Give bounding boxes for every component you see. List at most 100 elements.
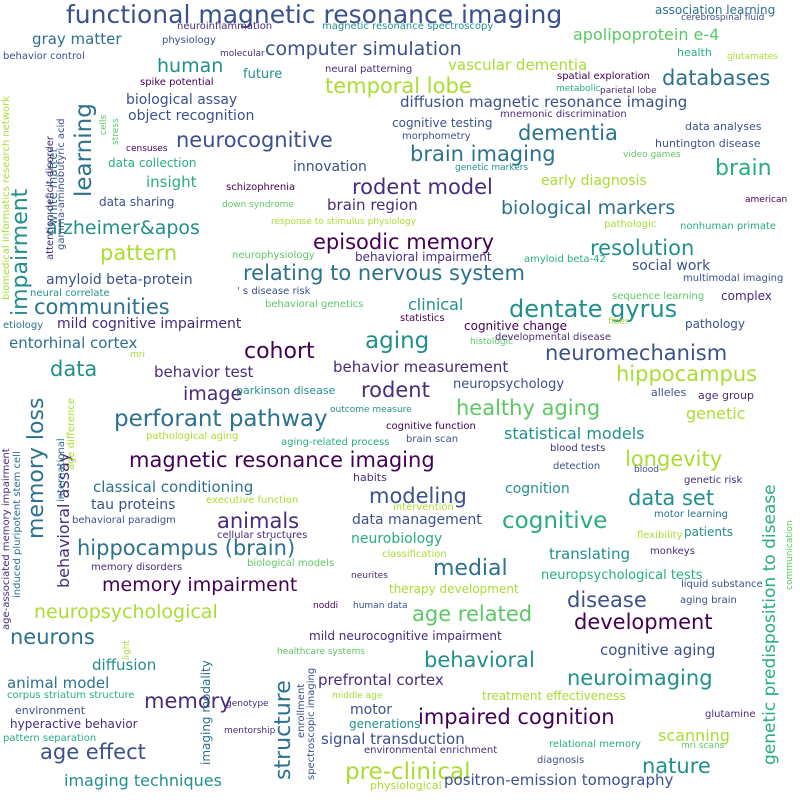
word: tau proteins <box>91 497 176 513</box>
word: etiology <box>3 320 44 331</box>
word: positron-emission tomography <box>444 771 674 789</box>
word: vascular dementia <box>448 56 588 74</box>
word: communication <box>785 520 795 590</box>
word: pattern <box>100 241 178 265</box>
word: complex <box>721 289 772 303</box>
word: light <box>122 640 132 660</box>
word: apolipoprotein e-4 <box>573 25 720 44</box>
word: association learning <box>655 3 776 17</box>
word: huntington disease <box>655 137 761 150</box>
word: genetic risk <box>684 475 743 486</box>
word: neurobiology <box>351 531 443 547</box>
word: impairment <box>8 188 33 316</box>
word: cognitive <box>502 508 608 534</box>
word: nature <box>642 754 711 778</box>
word: human <box>157 55 224 77</box>
word: gray matter <box>32 30 122 48</box>
word: age difference <box>66 397 77 470</box>
word: molecular <box>220 49 265 59</box>
word: dentate gyrus <box>509 295 678 323</box>
word: neurocognitive <box>176 128 333 152</box>
word: neurophysiology <box>232 250 315 261</box>
word: genetic predisposition to disease <box>760 484 780 765</box>
word: innovation <box>293 159 367 175</box>
word: parkinson disease <box>236 384 336 397</box>
word: temporal lobe <box>325 74 472 98</box>
word: diffusion <box>92 656 157 674</box>
word: brain scan <box>406 434 459 445</box>
word: functional magnetic resonance imaging <box>66 0 563 29</box>
word: age related <box>412 602 533 626</box>
word: rodent model <box>352 175 493 199</box>
word: databases <box>662 66 771 90</box>
word: corpus striatum structure <box>7 690 135 701</box>
word: pattern separation <box>3 733 97 744</box>
word: diffusion magnetic resonance imaging <box>400 93 688 111</box>
word: magnetic resonance imaging <box>129 448 435 472</box>
word: video games <box>623 150 681 160</box>
word: impaired cognition <box>418 705 615 729</box>
word: amyloid beta-42 <box>524 254 606 265</box>
word: healthcare systems <box>277 647 366 657</box>
word: mentorship <box>224 726 276 736</box>
word: prefrontal cortex <box>318 671 444 689</box>
word: gamma-aminobutyric acid <box>56 118 67 250</box>
word: monkeys <box>650 546 695 557</box>
word: biological models <box>247 558 335 569</box>
word: neural correlate <box>30 288 110 299</box>
word: perforant pathway <box>114 406 328 432</box>
word: scanning <box>658 726 730 745</box>
word: classification <box>382 549 447 560</box>
word: neuroimaging <box>567 666 713 690</box>
word: disease <box>567 588 647 612</box>
word: motor <box>350 702 393 718</box>
word: animals <box>217 509 300 533</box>
word: translating <box>549 545 630 563</box>
word: imaging techniques <box>64 771 222 790</box>
word: structure <box>271 680 296 780</box>
word: memory <box>144 689 232 713</box>
word: american <box>745 195 788 205</box>
word: aging brain <box>680 595 737 606</box>
word: brain <box>715 156 772 181</box>
word: ' s disease risk <box>237 286 311 297</box>
word: data management <box>352 512 482 528</box>
word: memory disorders <box>91 562 183 573</box>
word: biomedical informatics research network <box>1 95 12 300</box>
word: multimodal imaging <box>683 273 784 284</box>
word: detection <box>553 461 601 472</box>
word: magnetic resonance spectroscopy <box>322 21 494 32</box>
word: modeling <box>369 484 467 508</box>
word: resolution <box>590 236 695 260</box>
word: behavior test <box>154 363 254 381</box>
word: histologic <box>470 337 514 347</box>
word: behavior control <box>3 51 85 62</box>
word: blood tests <box>550 443 606 454</box>
word: sequence learning <box>612 291 705 302</box>
word: patients <box>684 525 733 539</box>
word: cognitive change <box>464 319 567 333</box>
word: memory impairment <box>102 574 298 596</box>
word: nonhuman primate <box>680 221 777 232</box>
word: data set <box>628 486 715 510</box>
word: schizophrenia <box>226 182 296 193</box>
word: spatial exploration <box>557 71 651 82</box>
word: communities <box>34 295 170 319</box>
word: pre-clinical <box>345 759 471 785</box>
word: neural patterning <box>325 64 413 75</box>
word: cognitive testing <box>392 116 493 130</box>
word: neurons <box>10 625 95 649</box>
word: cognitive function <box>386 421 476 432</box>
word: clinical <box>408 295 464 314</box>
word: behavior measurement <box>333 358 509 376</box>
word: developmental disease <box>495 332 612 343</box>
word: behavioral <box>424 648 535 672</box>
word: healthy aging <box>456 396 601 420</box>
word: age group <box>698 389 754 402</box>
word: spectroscopic imaging <box>306 667 317 780</box>
word: memory loss <box>24 397 49 539</box>
word: dementia <box>518 121 618 145</box>
word: human data <box>353 601 408 611</box>
word: metabolic <box>556 84 601 94</box>
